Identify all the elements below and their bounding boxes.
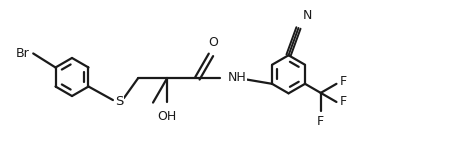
Text: F: F bbox=[339, 95, 346, 109]
Text: F: F bbox=[317, 115, 324, 128]
Text: S: S bbox=[115, 94, 123, 108]
Text: NH: NH bbox=[228, 71, 246, 84]
Text: O: O bbox=[208, 36, 218, 49]
Text: Br: Br bbox=[16, 47, 29, 60]
Text: F: F bbox=[339, 75, 346, 88]
Text: N: N bbox=[303, 9, 312, 22]
Text: OH: OH bbox=[158, 110, 177, 123]
